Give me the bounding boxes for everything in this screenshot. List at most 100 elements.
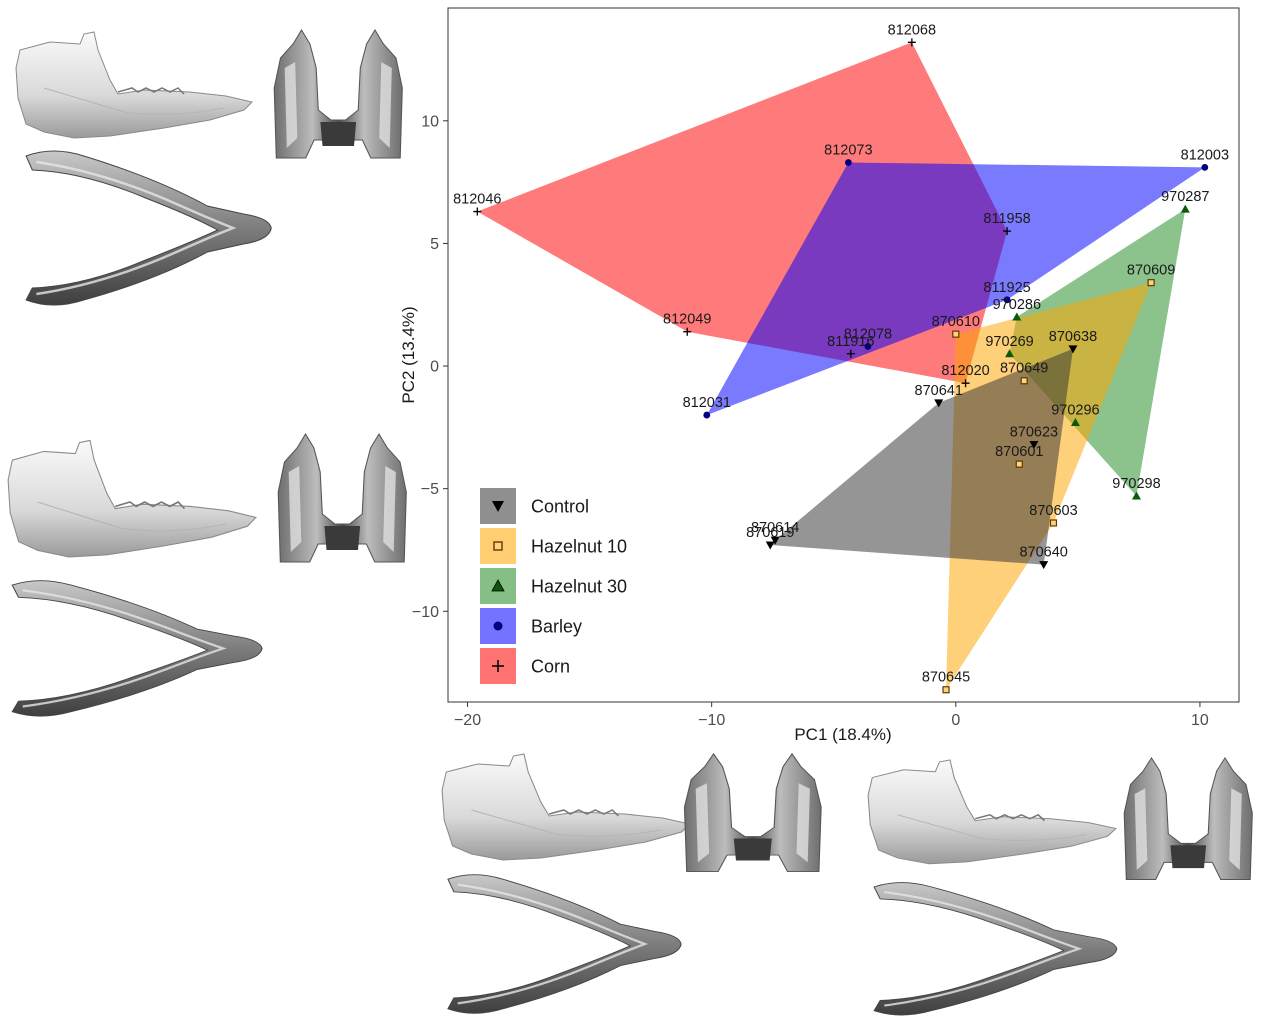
data-point: [952, 330, 960, 338]
point-label: 812046: [453, 192, 501, 208]
point-label: 870623: [1010, 425, 1058, 441]
point-label: 970287: [1161, 189, 1209, 205]
hull-control: [770, 348, 1073, 565]
point-label: 812003: [1181, 147, 1229, 163]
data-point: [1039, 561, 1049, 570]
point-label: 970298: [1112, 476, 1160, 492]
point-label: 870603: [1029, 503, 1077, 519]
data-point: [934, 399, 944, 408]
data-point: [1015, 460, 1023, 468]
data-point: [1029, 441, 1039, 450]
x-tick-label: 10: [1191, 712, 1209, 729]
point-label: 812031: [683, 395, 731, 411]
data-point: [473, 207, 482, 216]
data-point: [683, 327, 692, 336]
point-label: 811958: [983, 211, 1030, 227]
data-point: [846, 349, 855, 358]
data-point: [1131, 491, 1141, 500]
point-label: 870641: [915, 383, 963, 399]
x-axis-title: PC1 (18.4%): [794, 725, 891, 744]
mandible-posterior-icon: [1123, 757, 1253, 881]
mandible-occlusal-icon: [24, 149, 273, 307]
point-layer: [473, 38, 1209, 694]
data-point: [907, 38, 916, 47]
data-point: [1020, 377, 1028, 385]
mandible-posterior-icon: [683, 753, 822, 873]
point-label: 870614: [751, 520, 799, 536]
mandible-posterior-icon: [273, 29, 403, 159]
x-tick-label: −20: [454, 712, 481, 729]
point-label: 870649: [1000, 361, 1048, 377]
legend-item: Hazelnut 30: [480, 568, 627, 604]
data-point: [942, 686, 950, 694]
specimen-panel-middle-left: [7, 433, 407, 718]
y-tick-label: 10: [421, 113, 439, 130]
x-tick-label: −10: [698, 712, 725, 729]
data-point: [1180, 204, 1190, 213]
point-label: 812078: [844, 326, 892, 342]
hull-layer: [477, 42, 1205, 690]
mandible-lateral-icon: [867, 759, 1117, 865]
point-label: 811916: [827, 334, 874, 350]
point-label: 812049: [663, 312, 711, 328]
mandible-occlusal-icon: [10, 579, 264, 718]
y-axis: −10 −5 0 5 10: [412, 113, 448, 621]
y-tick-label: −5: [421, 481, 439, 498]
data-point: [1147, 279, 1155, 287]
legend-marker: [492, 660, 504, 672]
legend-marker: [493, 621, 503, 631]
data-point: [1070, 417, 1080, 426]
legend-label: Corn: [531, 657, 570, 677]
x-axis: −20 −10 0 10: [454, 702, 1209, 729]
y-axis-title: PC2 (13.4%): [399, 306, 418, 403]
mandible-occlusal-icon: [446, 873, 683, 1015]
point-label: 812073: [824, 142, 872, 158]
legend-item: Control: [480, 488, 589, 524]
point-label: 870609: [1127, 263, 1175, 279]
point-label: 870619: [746, 525, 794, 541]
point-label: 870610: [932, 314, 980, 330]
legend-label: Hazelnut 10: [531, 537, 627, 557]
data-point: [864, 343, 872, 350]
hull-barley: [706, 162, 1205, 416]
data-point: [1012, 312, 1022, 321]
legend-label: Barley: [531, 617, 582, 637]
mandible-posterior-icon: [277, 433, 407, 563]
legend-item: Corn: [480, 648, 570, 684]
point-label: 812068: [888, 22, 936, 38]
data-point: [770, 536, 780, 545]
mandible-lateral-icon: [15, 31, 253, 139]
data-point: [1003, 296, 1011, 304]
legend-label: Control: [531, 497, 589, 517]
legend-marker: [493, 541, 503, 551]
data-point: [1005, 349, 1015, 358]
point-label: 870601: [995, 444, 1043, 460]
data-point: [961, 379, 970, 388]
data-point: [703, 411, 711, 419]
legend-item: Barley: [480, 608, 582, 644]
legend-marker: [492, 501, 504, 512]
point-label: 870645: [922, 670, 970, 686]
data-point: [844, 159, 852, 166]
x-tick-label: 0: [951, 712, 960, 729]
point-label: 970296: [1051, 402, 1099, 418]
y-tick-label: −10: [412, 604, 439, 621]
data-point: [1201, 163, 1209, 171]
data-point: [765, 541, 775, 550]
mandible-lateral-icon: [7, 439, 257, 558]
specimen-panel-bottom-right: [867, 757, 1253, 1017]
data-point: [1003, 227, 1012, 236]
mandible-occlusal-icon: [872, 881, 1119, 1017]
point-label: 870638: [1049, 329, 1097, 345]
y-tick-label: 5: [430, 236, 439, 253]
data-point: [1068, 345, 1078, 354]
point-label: 811925: [983, 280, 1030, 296]
y-tick-label: 0: [430, 359, 439, 376]
specimen-panel-top-left: [15, 29, 403, 307]
legend-item: Hazelnut 10: [480, 528, 627, 564]
point-label: 870640: [1019, 545, 1067, 561]
point-label: 970269: [985, 334, 1033, 350]
